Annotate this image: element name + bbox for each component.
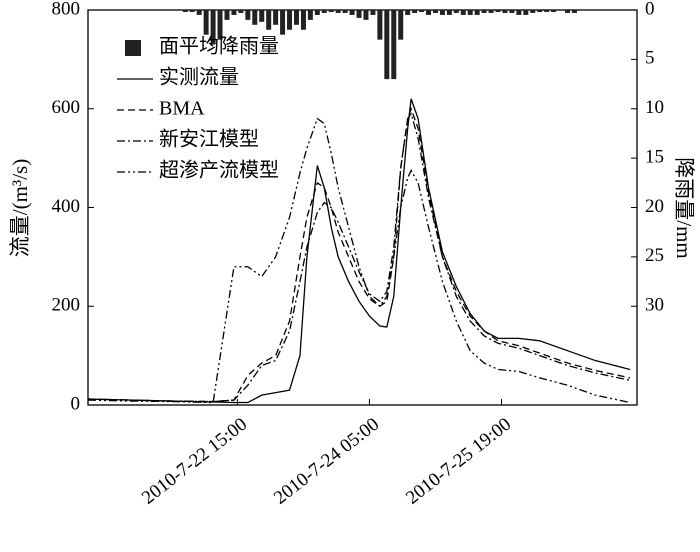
rain-bar [349,10,355,15]
rain-bar [314,10,320,15]
rain-bar [189,10,195,12]
rain-bar [453,10,459,13]
rain-bar [217,10,223,40]
legend-label: 超渗产流模型 [159,159,279,182]
rain-bar [356,10,362,18]
rain-bar [398,10,404,40]
y2-tick-label: 0 [645,0,655,19]
rain-bar [551,10,557,12]
rain-bar [565,10,571,13]
rain-bar [384,10,390,80]
y2-tick-label: 10 [645,97,664,118]
legend-label: 新安江模型 [159,128,259,151]
rain-bar [273,10,279,25]
legend-marker [125,40,141,56]
rain-bar [474,10,480,15]
rain-bar [259,10,265,22]
legend-label: BMA [159,98,205,120]
rain-bar [321,10,327,13]
rain-bar [293,10,299,25]
y2-tick-label: 30 [645,295,664,316]
rain-bar [544,10,550,12]
x-tick-label: 2010-7-25 19:00 [402,414,515,509]
rain-bar [516,10,522,15]
rain-bar [307,10,313,20]
y2-tick-label: 20 [645,196,664,217]
rain-bar [481,10,487,13]
x-tick-label: 2010-7-24 05:00 [270,414,383,509]
rain-bar [530,10,536,13]
rain-bar [537,10,543,12]
legend-label: 面平均降雨量 [159,35,279,58]
y2-tick-label: 15 [645,146,664,167]
rain-bar [196,10,202,15]
rain-bar [571,10,577,13]
rain-bar [488,10,494,13]
rain-bar [377,10,383,40]
flow-line [87,117,631,404]
rain-bar [439,10,445,15]
rain-bar [300,10,306,30]
y2-tick-label: 5 [645,48,655,69]
flow-line [87,112,631,403]
rain-bar [412,10,418,13]
x-tick-label: 2010-7-22 15:00 [138,414,251,509]
rain-bar [342,10,348,13]
rain-bar [182,10,188,12]
y-tick-label: 200 [52,295,81,316]
rain-bar [328,10,334,12]
flow-line [87,106,631,403]
y-tick-label: 0 [71,393,81,414]
y-tick-label: 800 [52,0,81,19]
rain-bar [280,10,286,35]
rain-bar [224,10,230,20]
rain-bar [245,10,251,20]
rain-bar [419,10,425,12]
rain-bar [502,10,508,13]
y-tick-label: 600 [52,97,81,118]
rain-bar [467,10,473,15]
rain-bar [370,10,376,15]
rain-bar [252,10,258,25]
rain-bar [335,10,341,13]
rain-bar [523,10,529,15]
y-tick-label: 400 [52,196,81,217]
rain-bar [391,10,397,80]
rain-bar [509,10,515,13]
rain-bar [495,10,501,12]
rain-bar [238,10,244,13]
rain-bar [460,10,466,15]
y-axis-label: 流量/(m³/s) [8,159,32,257]
y2-axis-label: 降雨量/mm [672,157,696,259]
y2-tick-label: 25 [645,245,664,266]
legend-label: 实测流量 [159,66,239,89]
rain-bar [426,10,432,15]
rain-bar [446,10,452,15]
rain-bar [203,10,209,35]
rain-bar [363,10,369,20]
rain-bar [432,10,438,13]
rain-bar [266,10,272,30]
rain-bar [287,10,293,30]
rain-bar [405,10,411,15]
rain-bar [231,10,237,15]
rain-bar [210,10,216,45]
